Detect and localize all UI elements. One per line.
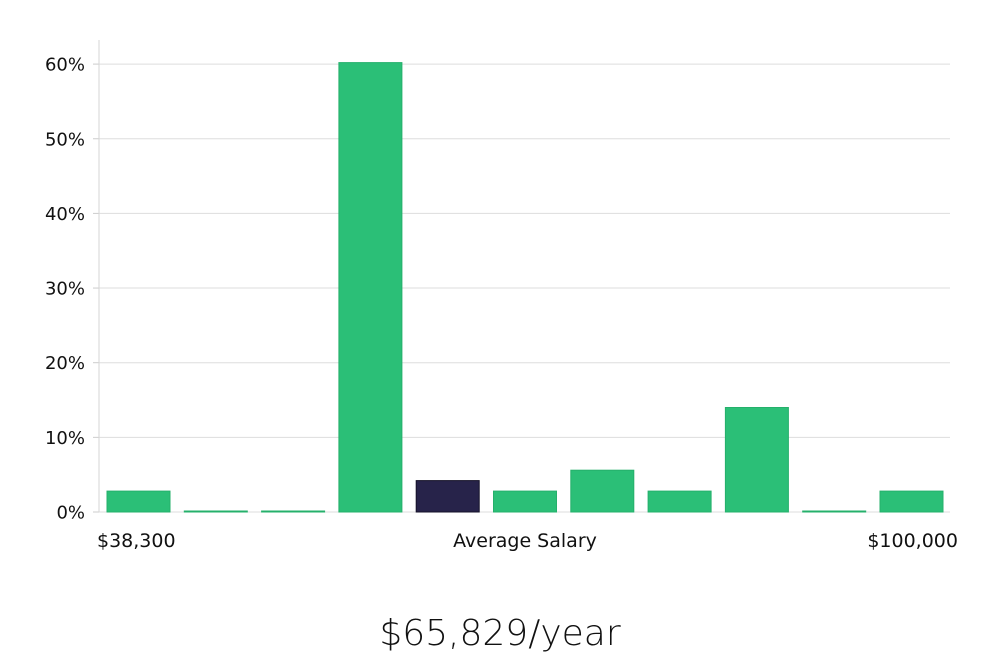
bar: [261, 510, 326, 513]
y-tick-label: 30%: [45, 279, 85, 300]
x-axis-min-label: $38,300: [97, 530, 176, 552]
bar: [493, 490, 557, 513]
x-axis-title: Average Salary: [453, 530, 597, 552]
bar: [647, 490, 712, 513]
y-tick-label: 60%: [45, 55, 85, 76]
bar: [879, 490, 944, 513]
x-axis-max-label: $100,000: [867, 530, 958, 552]
average-salary-value: $65,829/year: [379, 613, 621, 654]
salary-distribution-chart: 0% 10% 20% 30% 40% 50% 60%: [45, 40, 950, 524]
bar: [802, 510, 867, 513]
y-tick-label: 40%: [45, 204, 85, 225]
bar: [338, 62, 403, 513]
y-tick-label: 50%: [45, 129, 85, 150]
y-axis-ticks: 0% 10% 20% 30% 40% 50% 60%: [45, 55, 99, 524]
bar: [570, 469, 635, 513]
bars: [106, 62, 944, 513]
bar: [724, 407, 789, 513]
y-tick-label: 10%: [45, 428, 85, 449]
bar: [106, 490, 171, 513]
grid-lines: [99, 63, 950, 513]
bar-average-salary: [415, 480, 480, 513]
y-tick-label: 20%: [45, 353, 85, 374]
y-tick-label: 0%: [56, 503, 85, 524]
bar: [183, 510, 248, 513]
